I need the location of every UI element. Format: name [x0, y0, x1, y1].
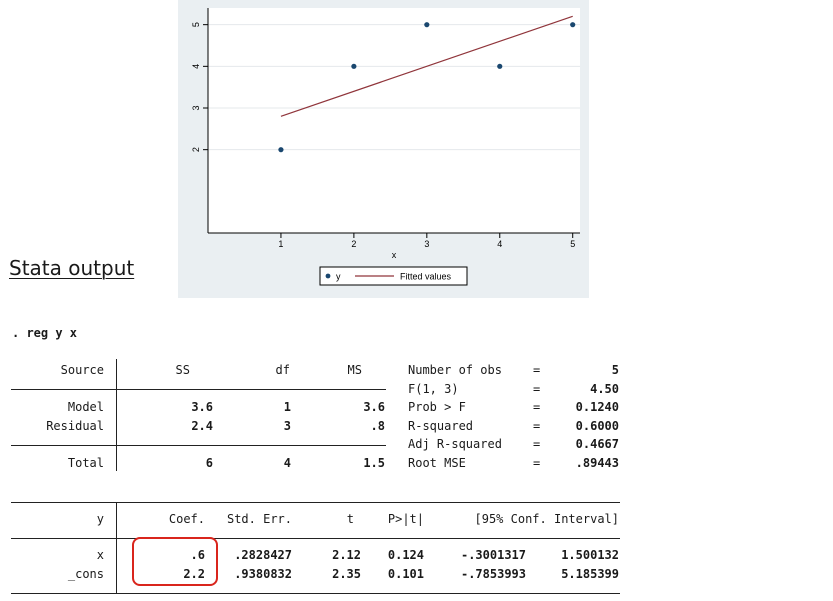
coef-cell: 2.12 [332, 548, 361, 562]
anova-total-cell: 1.5 [363, 456, 385, 470]
x-tick-label: 5 [570, 239, 575, 249]
anova-total-label: Total [67, 456, 104, 470]
stat-label: Root MSE [408, 456, 466, 470]
coef-cell: 0.124 [387, 548, 424, 562]
legend-label-fitted: Fitted values [400, 272, 452, 282]
x-tick-label: 1 [278, 239, 283, 249]
anova-rule [11, 445, 386, 446]
coef-header-pvalue: P>|t| [387, 512, 424, 526]
coef-cell: 2.35 [332, 567, 361, 581]
legend-label-y: y [336, 272, 341, 282]
anova-total-cell: 6 [205, 456, 213, 470]
stat-equals: = [533, 419, 541, 433]
stat-equals: = [533, 456, 541, 470]
stat-value: 5 [611, 363, 619, 377]
anova-cell: 3 [283, 419, 291, 433]
coef-rule [11, 538, 620, 539]
stat-value: 0.1240 [575, 400, 619, 414]
stat-equals: = [533, 382, 541, 396]
stat-label: R-squared [408, 419, 474, 433]
coef-cell: 5.185399 [561, 567, 619, 581]
coef-header-coef: Coef. [168, 512, 205, 526]
coef-header-ci: [95% Conf. Interval] [474, 512, 620, 526]
coef-divider [116, 502, 117, 593]
coef-row-label: _cons [67, 567, 104, 581]
plot-area [208, 8, 580, 233]
y-tick-label: 2 [191, 147, 201, 152]
anova-divider [116, 359, 117, 471]
coef-header-stderr: Std. Err. [226, 512, 292, 526]
coef-cell: 0.101 [387, 567, 424, 581]
anova-header-ms: MS [347, 363, 362, 377]
coef-header-y: y [96, 512, 104, 526]
anova-total-cell: 4 [283, 456, 291, 470]
y-tick-label: 3 [191, 105, 201, 110]
data-point [570, 22, 576, 28]
coef-cell: -.7853993 [460, 567, 526, 581]
anova-cell: 1 [283, 400, 291, 414]
data-point [351, 63, 357, 69]
y-tick-label: 4 [191, 64, 201, 69]
stat-equals: = [533, 363, 541, 377]
scatter-chart-panel: 2 3 4 5 1 2 3 4 5 x y Fitted values [178, 0, 589, 298]
command-line: . reg y x [12, 326, 78, 340]
anova-cell: 3.6 [191, 400, 213, 414]
stat-value: 0.6000 [575, 419, 619, 433]
x-tick-label: 2 [351, 239, 356, 249]
coef-row-label: x [96, 548, 104, 562]
coef-cell: .9380832 [234, 567, 292, 581]
anova-header-source: Source [60, 363, 104, 377]
stat-label: Adj R-squared [408, 437, 502, 451]
legend-marker-y [325, 273, 331, 279]
coef-cell: .6 [190, 548, 205, 562]
coef-header-t: t [346, 512, 354, 526]
stat-value: .89443 [575, 456, 619, 470]
anova-row-label: Model [67, 400, 104, 414]
x-tick-label: 3 [424, 239, 429, 249]
coefficient-highlight-box [132, 537, 218, 586]
data-point [278, 147, 284, 153]
anova-cell: 3.6 [363, 400, 385, 414]
coef-cell: .2828427 [234, 548, 292, 562]
anova-header-df: df [275, 363, 290, 377]
coef-rule [11, 593, 620, 594]
stat-value: 4.50 [590, 382, 619, 396]
x-axis-label: x [392, 250, 397, 260]
fitted-line [280, 15, 573, 117]
coef-cell: -.3001317 [460, 548, 526, 562]
y-tick-label: 5 [191, 22, 201, 27]
scatter-chart: 2 3 4 5 1 2 3 4 5 x y Fitted values [191, 8, 580, 286]
stat-label: F(1, 3) [408, 382, 459, 396]
coef-rule [11, 502, 620, 503]
stat-label: Prob > F [408, 400, 466, 414]
anova-cell: .8 [370, 419, 385, 433]
anova-row-label: Residual [46, 419, 104, 433]
stat-equals: = [533, 400, 541, 414]
x-tick-label: 4 [497, 239, 502, 249]
anova-header-ss: SS [175, 363, 190, 377]
section-title: Stata output [9, 256, 135, 280]
coef-cell: 2.2 [183, 567, 205, 581]
anova-rule [11, 389, 386, 390]
stat-label: Number of obs [408, 363, 502, 377]
anova-cell: 2.4 [191, 419, 213, 433]
data-point [424, 22, 430, 28]
data-point [497, 63, 503, 69]
coef-cell: 1.500132 [561, 548, 619, 562]
stat-value: 0.4667 [575, 437, 619, 451]
stat-equals: = [533, 437, 541, 451]
